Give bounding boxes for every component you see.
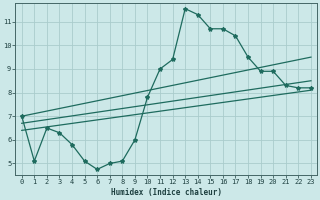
X-axis label: Humidex (Indice chaleur): Humidex (Indice chaleur) bbox=[111, 188, 222, 197]
